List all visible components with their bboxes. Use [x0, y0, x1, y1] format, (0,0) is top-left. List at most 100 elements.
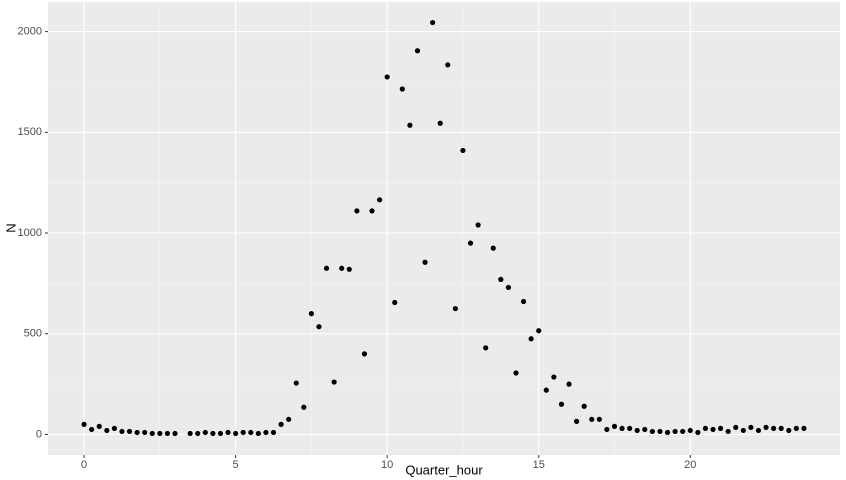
point [255, 430, 261, 437]
y-tick-label: 2000 [18, 26, 42, 38]
point [134, 429, 140, 436]
point [460, 147, 466, 154]
y-axis-title: N [3, 223, 18, 232]
point [331, 379, 337, 385]
point [126, 428, 133, 435]
point [323, 265, 330, 271]
point [755, 427, 762, 434]
point [680, 428, 686, 435]
point [528, 336, 534, 342]
point [710, 426, 716, 433]
y-tick-label: 1000 [18, 227, 42, 239]
point [316, 324, 322, 330]
point [248, 429, 254, 436]
point [490, 245, 496, 251]
point [558, 401, 565, 407]
point [81, 421, 87, 427]
point [467, 240, 474, 246]
x-tick-label: 10 [381, 459, 393, 471]
point [225, 429, 231, 436]
point [384, 74, 390, 80]
point [619, 425, 625, 432]
point [278, 421, 284, 427]
y-tick-label: 0 [36, 428, 42, 440]
point [604, 426, 610, 433]
point [172, 430, 178, 437]
point [354, 208, 360, 214]
point [513, 370, 519, 376]
point [695, 429, 701, 436]
point [361, 351, 368, 357]
point [642, 426, 648, 433]
point [119, 428, 125, 435]
point [187, 430, 193, 437]
point [740, 427, 746, 434]
point [369, 208, 375, 214]
point [574, 418, 580, 424]
point [475, 222, 481, 228]
point [286, 416, 292, 422]
point [717, 425, 724, 432]
point [339, 265, 345, 271]
point [581, 403, 587, 409]
point [445, 62, 451, 68]
point [793, 425, 799, 432]
point [149, 430, 155, 437]
point [270, 429, 277, 436]
point [611, 423, 618, 429]
plot-panel [48, 2, 840, 455]
point [392, 299, 398, 306]
x-axis-title: Quarter_hour [405, 462, 483, 477]
point [217, 430, 224, 437]
point [763, 424, 769, 431]
point [664, 429, 671, 436]
point [520, 298, 527, 305]
point [748, 424, 754, 431]
point [536, 328, 542, 334]
point [104, 427, 110, 434]
point [376, 197, 383, 203]
point [649, 428, 655, 435]
point [293, 380, 299, 386]
point [786, 427, 792, 434]
x-tick-label: 20 [684, 459, 696, 471]
point [422, 259, 428, 265]
point [111, 425, 117, 432]
point [346, 266, 352, 272]
point [164, 430, 171, 437]
point [702, 425, 709, 432]
point [437, 120, 443, 126]
point [483, 345, 489, 351]
point [672, 428, 678, 435]
point [301, 404, 307, 410]
point [96, 423, 102, 429]
point [202, 429, 208, 436]
point [801, 425, 807, 432]
point [233, 430, 239, 437]
point [596, 416, 602, 422]
point [142, 429, 148, 436]
point [725, 428, 731, 435]
point [551, 374, 557, 380]
point [687, 427, 693, 434]
point [308, 311, 314, 317]
point [414, 48, 421, 54]
point [240, 429, 246, 436]
point [543, 387, 549, 393]
point [195, 430, 201, 437]
point [771, 425, 777, 432]
point [589, 416, 595, 422]
point [89, 426, 95, 433]
point [263, 429, 269, 436]
x-tick-label: 5 [233, 459, 239, 471]
point [210, 430, 216, 437]
y-tick-label: 1500 [18, 126, 42, 138]
point [399, 86, 405, 92]
point [505, 284, 512, 291]
x-tick-label: 15 [533, 459, 545, 471]
point [452, 305, 458, 312]
x-tick-label: 0 [81, 459, 87, 471]
point [498, 276, 504, 282]
point [430, 19, 436, 26]
